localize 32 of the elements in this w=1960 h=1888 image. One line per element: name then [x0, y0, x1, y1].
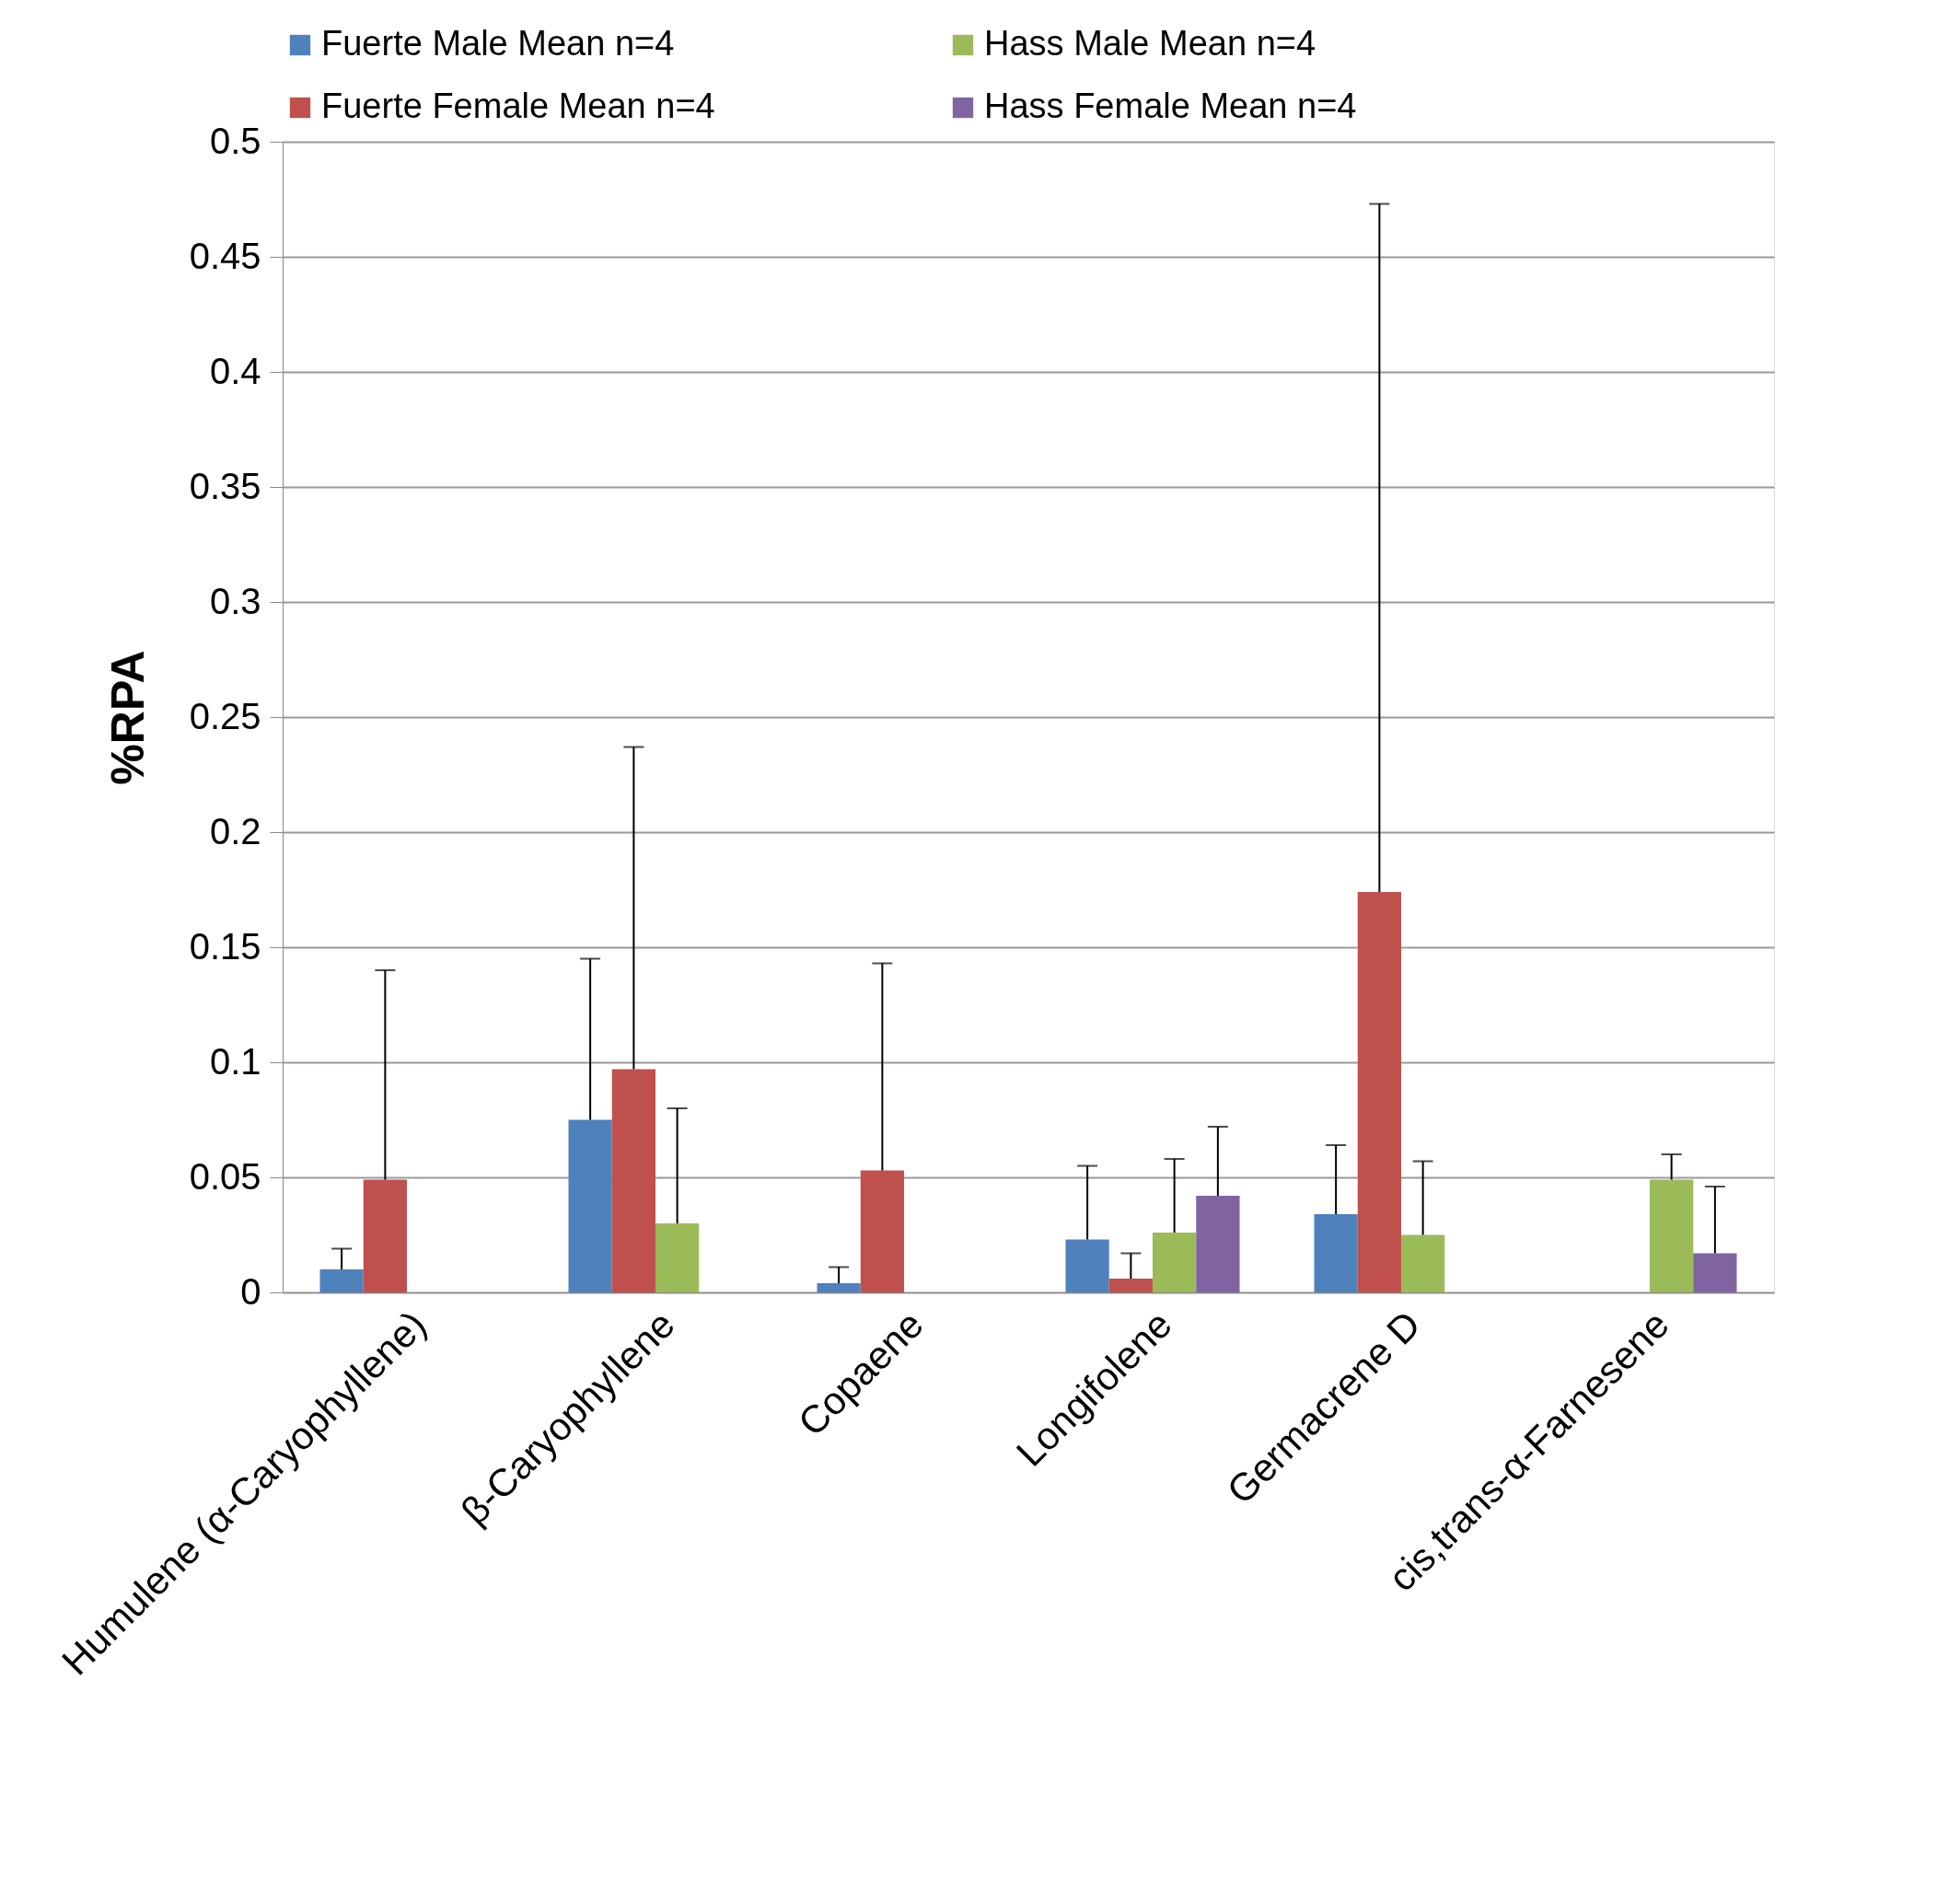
legend-label: Hass Male Mean n=4 [984, 24, 1316, 63]
y-tick-label: 0.1 [209, 1040, 261, 1082]
bar [1401, 1234, 1445, 1292]
bar [1065, 1239, 1109, 1292]
bar [1108, 1279, 1153, 1292]
y-tick-label: 0.4 [209, 350, 261, 391]
y-axis-title: %RPA [101, 650, 154, 785]
bar [817, 1283, 861, 1292]
y-tick-label: 0.15 [189, 925, 261, 967]
y-tick-label: 0.45 [189, 235, 261, 276]
y-tick-label: 0.2 [209, 810, 261, 851]
bar [1650, 1179, 1694, 1292]
bar [611, 1069, 655, 1292]
y-tick-label: 0.25 [189, 695, 261, 736]
bar [655, 1223, 700, 1292]
y-tick-label: 0.5 [209, 120, 261, 161]
legend-label: Hass Female Mean n=4 [984, 87, 1357, 125]
y-tick-label: 0.35 [189, 465, 261, 506]
bar [1314, 1214, 1358, 1292]
bar [1357, 892, 1401, 1292]
legend-label: Fuerte Male Mean n=4 [321, 24, 675, 63]
bar [860, 1170, 904, 1292]
y-tick-label: 0.05 [189, 1155, 261, 1197]
bar [1153, 1233, 1197, 1292]
bar [568, 1119, 612, 1292]
y-tick-label: 0 [240, 1270, 261, 1312]
bar [1196, 1196, 1240, 1292]
bar [319, 1269, 364, 1292]
legend-label: Fuerte Female Mean n=4 [321, 87, 715, 125]
bar [1693, 1253, 1737, 1292]
bar [363, 1179, 407, 1292]
y-tick-label: 0.3 [209, 580, 261, 621]
